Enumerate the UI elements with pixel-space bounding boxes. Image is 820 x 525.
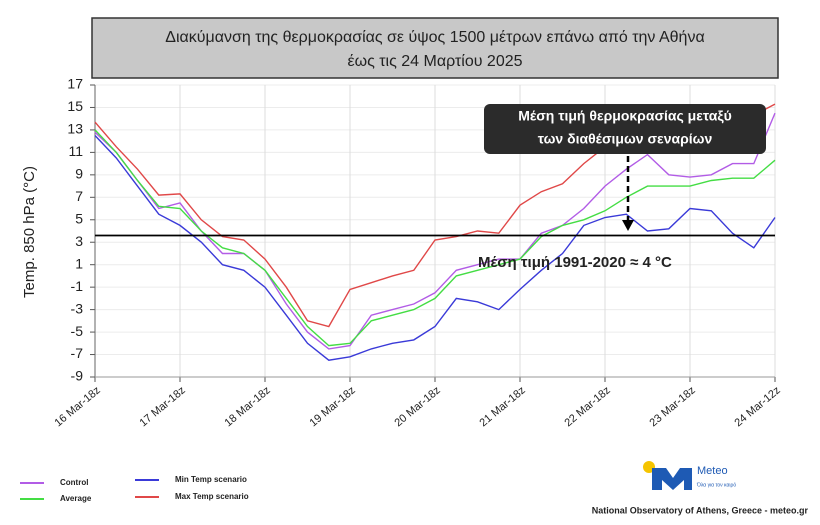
x-tick-label: 19 Mar-18z <box>307 384 357 429</box>
callout-arrowhead <box>622 220 634 231</box>
title-box <box>91 17 779 79</box>
chart-title: Διακύμανση της θερμοκρασίας σε ύψος 1500… <box>165 29 704 46</box>
logo-mark <box>652 468 692 490</box>
chart-subtitle: έως τις 24 Μαρτίου 2025 <box>347 53 522 70</box>
y-tick-label: 1 <box>75 255 83 271</box>
x-tick-label: 22 Mar-18z <box>562 384 612 429</box>
x-tick-label: 18 Mar-18z <box>222 384 272 429</box>
series-line <box>94 112 776 350</box>
x-tick-label: 16 Mar-18z <box>52 384 102 429</box>
reference-label: Μέση τιμή 1991-2020 ≈ 4 °C <box>478 254 672 271</box>
x-tick-label: 21 Mar-18z <box>477 384 527 429</box>
y-tick-label: 13 <box>67 121 83 137</box>
x-tick-label: 20 Mar-18z <box>392 384 442 429</box>
y-tick-label: -5 <box>71 323 84 339</box>
x-tick-label: 17 Mar-18z <box>137 384 187 429</box>
y-tick-label: -3 <box>71 300 84 316</box>
legend-label: Control <box>60 478 88 487</box>
y-axis-label: Temp. 850 hPa (°C) <box>21 166 38 298</box>
y-tick-label: -1 <box>71 278 84 294</box>
callout-text: Μέση τιμή θερμοκρασίας μεταξύ <box>518 108 732 124</box>
callout-box <box>484 104 766 154</box>
x-tick-label: 24 Mar-12z <box>732 384 782 429</box>
y-tick-label: 11 <box>68 143 83 159</box>
x-tick-label: 23 Mar-18z <box>647 384 697 429</box>
legend-label: Average <box>60 494 92 503</box>
y-tick-label: 17 <box>67 76 83 92</box>
footer-credit: National Observatory of Athens, Greece -… <box>592 505 809 515</box>
series-line <box>94 129 776 347</box>
y-tick-label: -7 <box>71 345 84 361</box>
y-tick-label: 7 <box>75 188 83 204</box>
legend-label: Min Temp scenario <box>175 475 247 484</box>
y-tick-label: -9 <box>71 368 84 384</box>
legend-label: Max Temp scenario <box>175 492 249 501</box>
y-tick-label: 3 <box>75 233 83 249</box>
y-tick-label: 9 <box>75 166 83 182</box>
callout-text: των διαθέσιμων σεναρίων <box>538 131 713 147</box>
y-tick-label: 15 <box>67 98 83 114</box>
logo-text: Meteo <box>697 465 728 477</box>
logo-tagline: Όλα για τον καιρό <box>696 481 736 488</box>
y-tick-label: 5 <box>75 210 83 226</box>
series-line <box>94 135 776 361</box>
